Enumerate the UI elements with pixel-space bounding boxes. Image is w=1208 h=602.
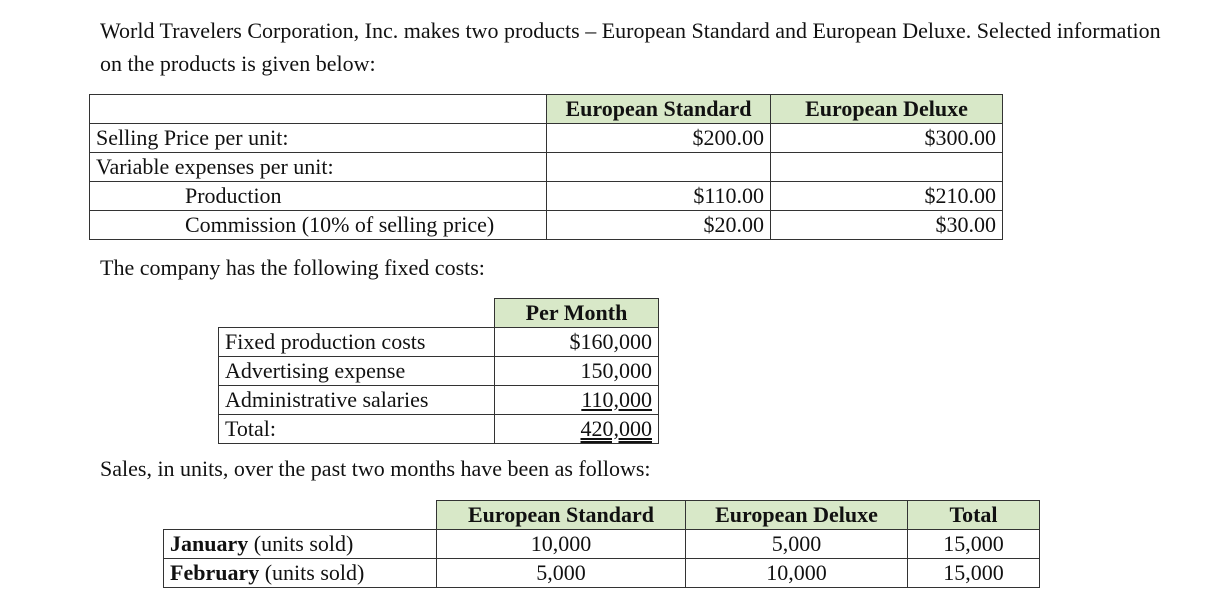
header-sales-deluxe: European Deluxe [685,500,908,530]
fixed-total-row: Total: 420,000 [218,414,659,444]
commission-standard: $20.00 [546,210,771,240]
fixed-costs-table: Per Month Fixed production costs $160,00… [218,298,659,444]
header-per-month: Per Month [494,298,659,328]
fixed-header-row: Per Month [218,298,659,328]
month-suffix: (units sold) [248,531,354,556]
sales-table: European Standard European Deluxe Total … [163,500,1040,588]
fixed-row: Advertising expense 150,000 [218,356,659,386]
month-suffix: (units sold) [259,560,365,585]
sales-month-label: February (units sold) [163,558,437,588]
production-row: Production $110.00 $210.00 [89,181,1003,211]
fixed-row: Fixed production costs $160,000 [218,327,659,357]
variable-expenses-deluxe-empty [770,152,1003,182]
fixed-total-value: 420,000 [494,414,659,444]
sales-standard: 10,000 [436,529,686,559]
production-standard: $110.00 [546,181,771,211]
products-header-row: European Standard European Deluxe [89,94,1003,124]
fixed-row-value: $160,000 [494,327,659,357]
products-table: European Standard European Deluxe Sellin… [89,94,1003,240]
header-sales-standard: European Standard [436,500,686,530]
selling-price-deluxe: $300.00 [770,123,1003,153]
sales-row: February (units sold) 5,000 10,000 15,00… [163,558,1040,588]
fixed-row-value-text: 110,000 [581,387,652,412]
fixed-blank-header [218,298,495,328]
fixed-total-label: Total: [218,414,495,444]
fixed-row-label: Advertising expense [218,356,495,386]
header-sales-total: Total [907,500,1040,530]
variable-expenses-label: Variable expenses per unit: [89,152,547,182]
fixed-costs-intro: The company has the following fixed cost… [100,255,485,280]
sales-intro: Sales, in units, over the past two month… [100,456,651,481]
sales-blank-header [163,500,437,530]
commission-deluxe: $30.00 [770,210,1003,240]
header-european-deluxe: European Deluxe [770,94,1003,124]
blank-header-cell [89,94,547,124]
fixed-total-value-text: 420,000 [580,416,653,441]
selling-price-row: Selling Price per unit: $200.00 $300.00 [89,123,1003,153]
sales-standard: 5,000 [436,558,686,588]
selling-price-label: Selling Price per unit: [89,123,547,153]
fixed-row-value: 110,000 [494,385,659,415]
fixed-row-value: 150,000 [494,356,659,386]
sales-header-row: European Standard European Deluxe Total [163,500,1040,530]
sales-row: January (units sold) 10,000 5,000 15,000 [163,529,1040,559]
fixed-row-label: Fixed production costs [218,327,495,357]
fixed-row: Administrative salaries 110,000 [218,385,659,415]
variable-expenses-standard-empty [546,152,771,182]
month-name: January [170,531,249,556]
sales-total: 15,000 [907,558,1040,588]
sales-month-label: January (units sold) [163,529,437,559]
intro-paragraph: World Travelers Corporation, Inc. makes … [100,18,1161,76]
production-label: Production [89,181,547,211]
fixed-row-label: Administrative salaries [218,385,495,415]
month-name: February [170,560,260,585]
commission-row: Commission (10% of selling price) $20.00… [89,210,1003,240]
selling-price-standard: $200.00 [546,123,771,153]
variable-expenses-row: Variable expenses per unit: [89,152,1003,182]
sales-deluxe: 10,000 [685,558,908,588]
production-deluxe: $210.00 [770,181,1003,211]
commission-label: Commission (10% of selling price) [89,210,547,240]
sales-deluxe: 5,000 [685,529,908,559]
sales-total: 15,000 [907,529,1040,559]
header-european-standard: European Standard [546,94,771,124]
